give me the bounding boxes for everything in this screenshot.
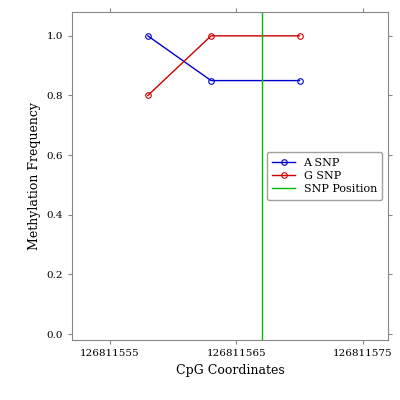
Line: A SNP: A SNP — [145, 33, 302, 83]
X-axis label: CpG Coordinates: CpG Coordinates — [176, 364, 284, 376]
Y-axis label: Methylation Frequency: Methylation Frequency — [28, 102, 41, 250]
G SNP — [209, 34, 214, 38]
G SNP — [146, 93, 150, 98]
Legend: A SNP, G SNP, SNP Position: A SNP, G SNP, SNP Position — [267, 152, 382, 200]
G SNP — [297, 34, 302, 38]
A SNP — [146, 34, 150, 38]
A SNP — [297, 78, 302, 83]
A SNP — [209, 78, 214, 83]
Line: G SNP: G SNP — [145, 33, 302, 98]
